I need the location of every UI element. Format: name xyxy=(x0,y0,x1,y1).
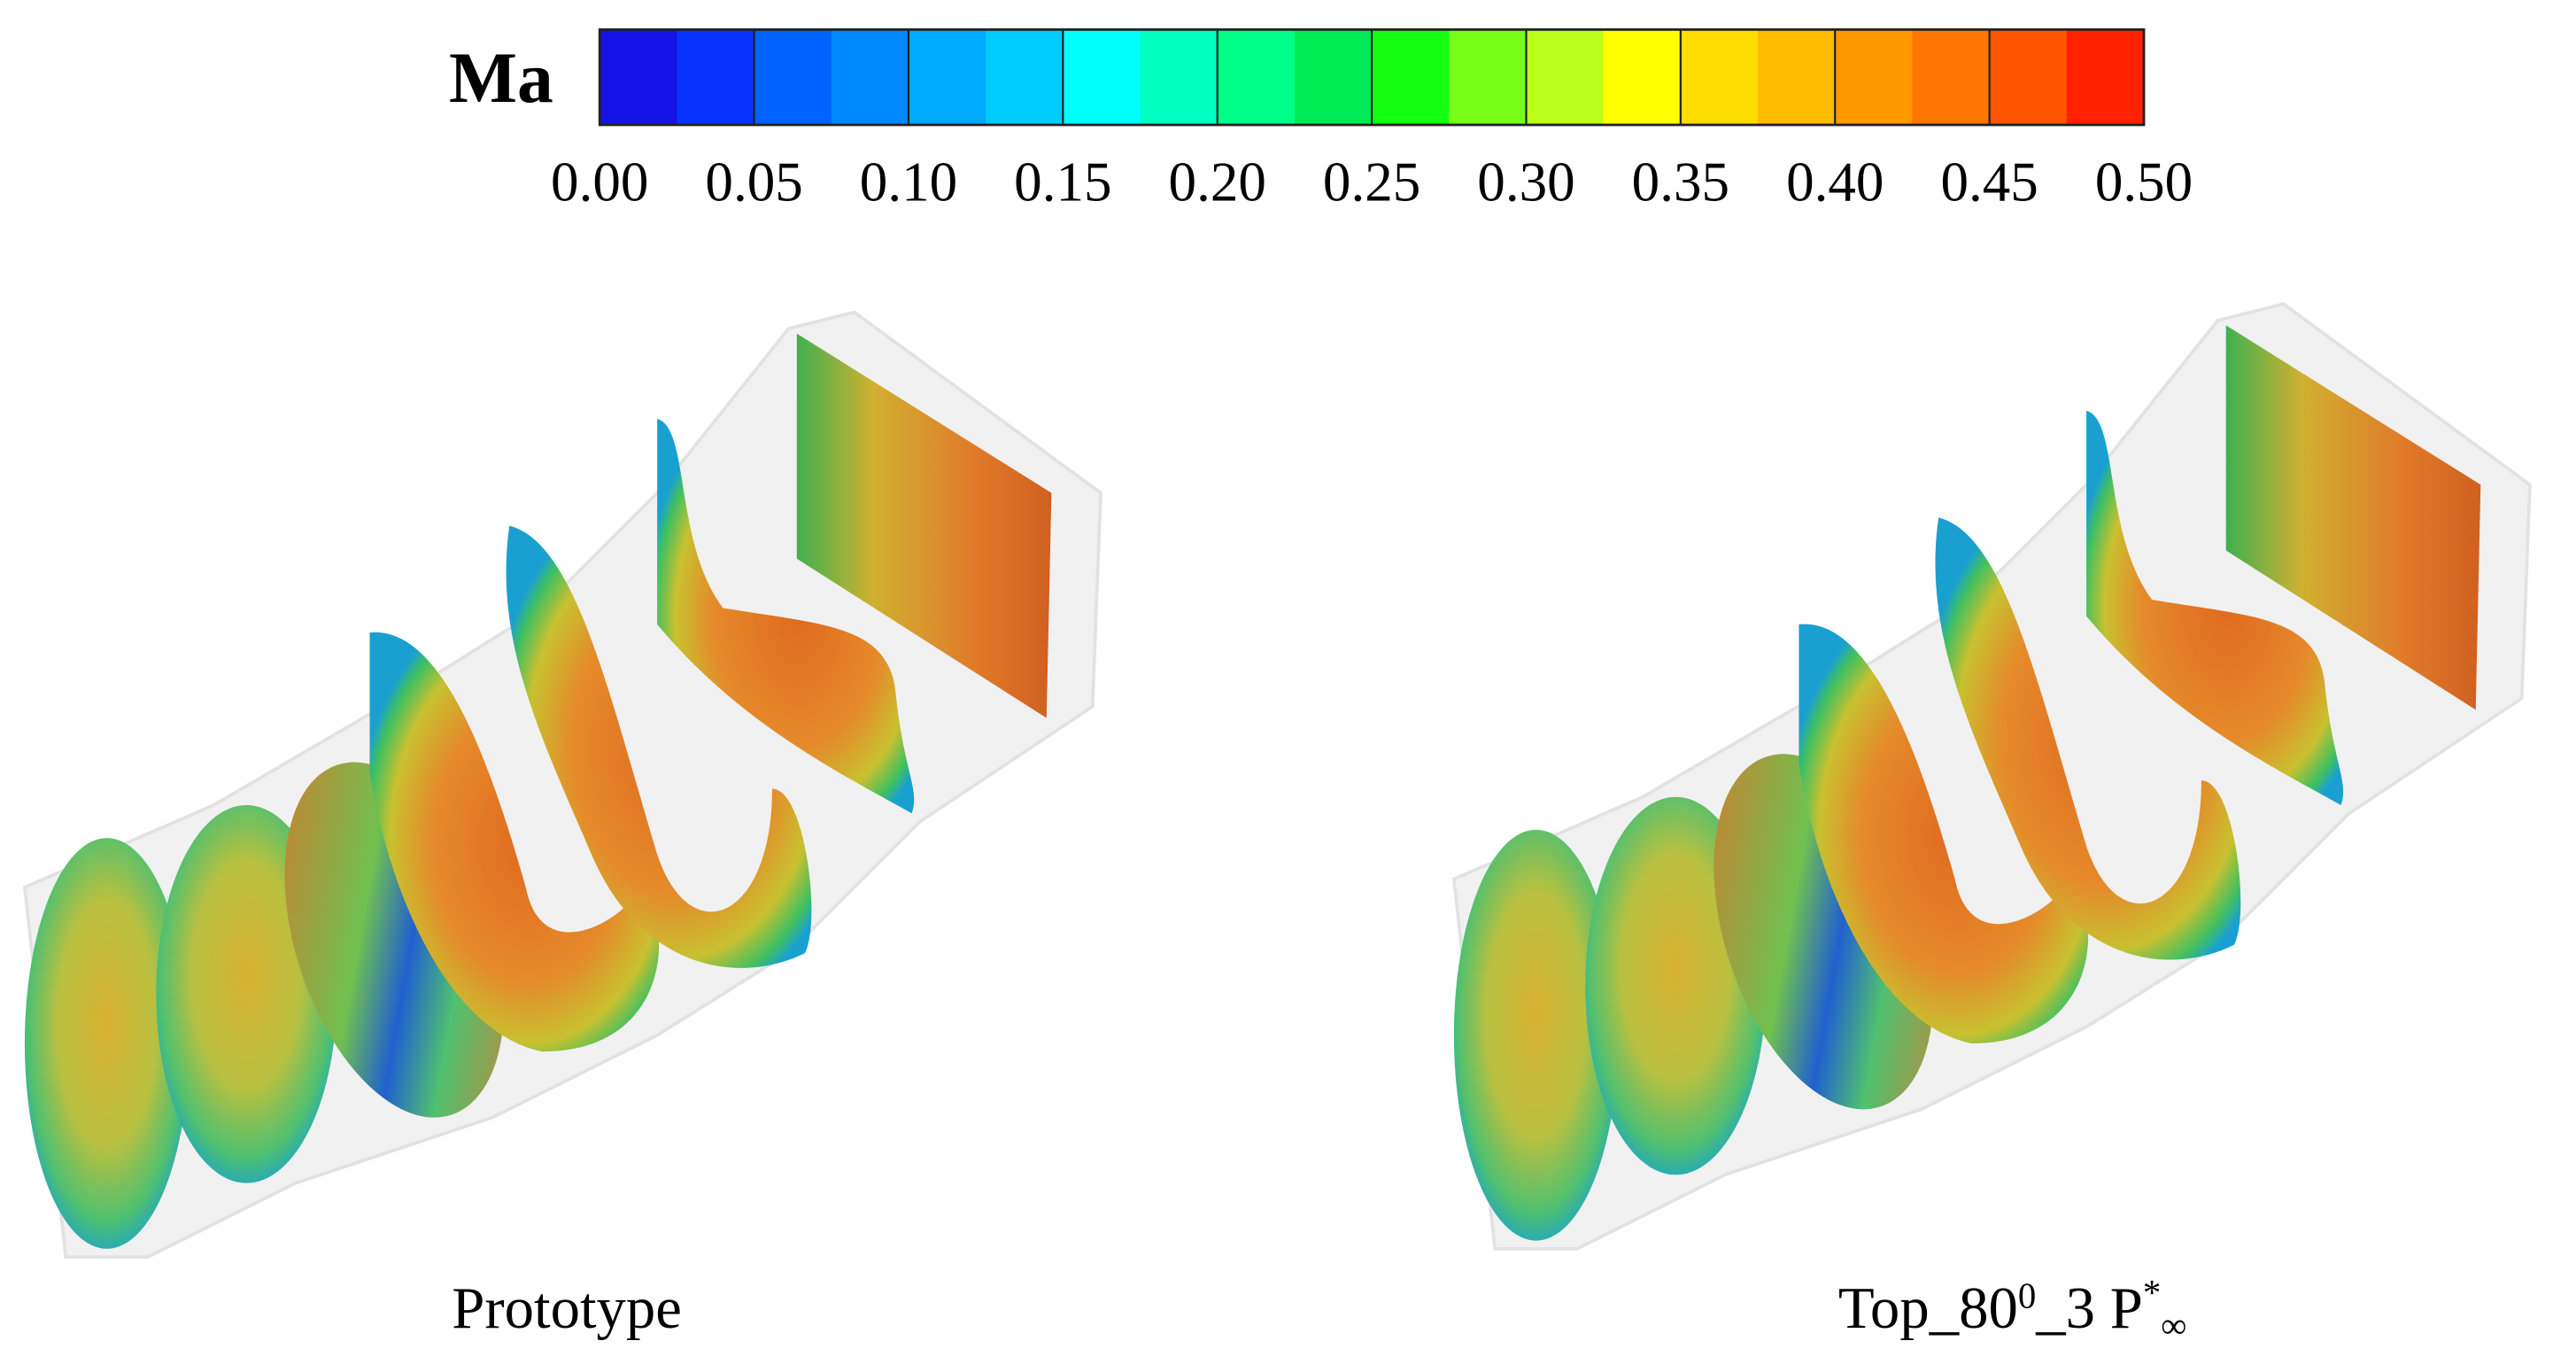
colorbar-tick-label: 0.50 xyxy=(2095,151,2193,213)
colorbar: Ma 0.00 0.05 0.10 0.15 0.20 0.25 0.30 0.35 0.40 0… xyxy=(449,28,2193,213)
colorbar-tick-label: 0.05 xyxy=(705,151,802,213)
colorbar-tick-label: 0.10 xyxy=(860,151,957,213)
caption-sup: 0 xyxy=(2018,1276,2036,1316)
colorbar-band xyxy=(600,29,678,125)
colorbar-band xyxy=(754,29,832,125)
colorbar-band xyxy=(1449,29,1528,125)
colorbar-tick-label: 0.35 xyxy=(1632,151,1729,213)
caption-sup: * xyxy=(2143,1273,2161,1313)
caption-part: _3 P xyxy=(2035,1275,2143,1341)
colorbar-tick-label: 0.25 xyxy=(1323,151,1420,213)
colorbar-title: Ma xyxy=(449,37,553,118)
colorbar-tick-label: 0.45 xyxy=(1940,151,2038,213)
colorbar-band xyxy=(677,29,755,125)
colorbar-tick-label: 0.40 xyxy=(1786,151,1884,213)
colorbar-band xyxy=(1063,29,1141,125)
colorbar-band xyxy=(1989,29,2068,125)
colorbar-band xyxy=(1603,29,1682,125)
colorbar-band xyxy=(1140,29,1218,125)
colorbar-band xyxy=(1217,29,1296,125)
colorbar-band xyxy=(1526,29,1605,125)
colorbar-tick-label: 0.15 xyxy=(1014,151,1111,213)
colorbar-band xyxy=(1758,29,1837,125)
modified-render xyxy=(1452,302,2532,1251)
colorbar-tick-label: 0.20 xyxy=(1169,151,1266,213)
colorbar-band xyxy=(1835,29,1914,125)
prototype-render xyxy=(23,310,1102,1259)
caption: Top_800_3 P*∞ xyxy=(1838,1273,2187,1345)
colorbar-band xyxy=(1680,29,1759,125)
colorbar-band xyxy=(2066,29,2145,125)
caption-sub: ∞ xyxy=(2161,1306,2186,1345)
colorbar-band xyxy=(831,29,909,125)
colorbar-band xyxy=(1372,29,1450,125)
caption: Prototype xyxy=(452,1275,682,1341)
colorbar-tick-label: 0.30 xyxy=(1477,151,1574,213)
colorbar-band xyxy=(1912,29,1991,125)
colorbar-band xyxy=(1294,29,1373,125)
colorbar-band xyxy=(908,29,987,125)
colorbar-band xyxy=(986,29,1064,125)
caption-part: Top_80 xyxy=(1838,1275,2018,1341)
colorbar-tick-label: 0.00 xyxy=(551,151,648,213)
colorbar-ticks: 0.00 0.05 0.10 0.15 0.20 0.25 0.30 0.35 0.40 0.45… xyxy=(551,29,2193,213)
